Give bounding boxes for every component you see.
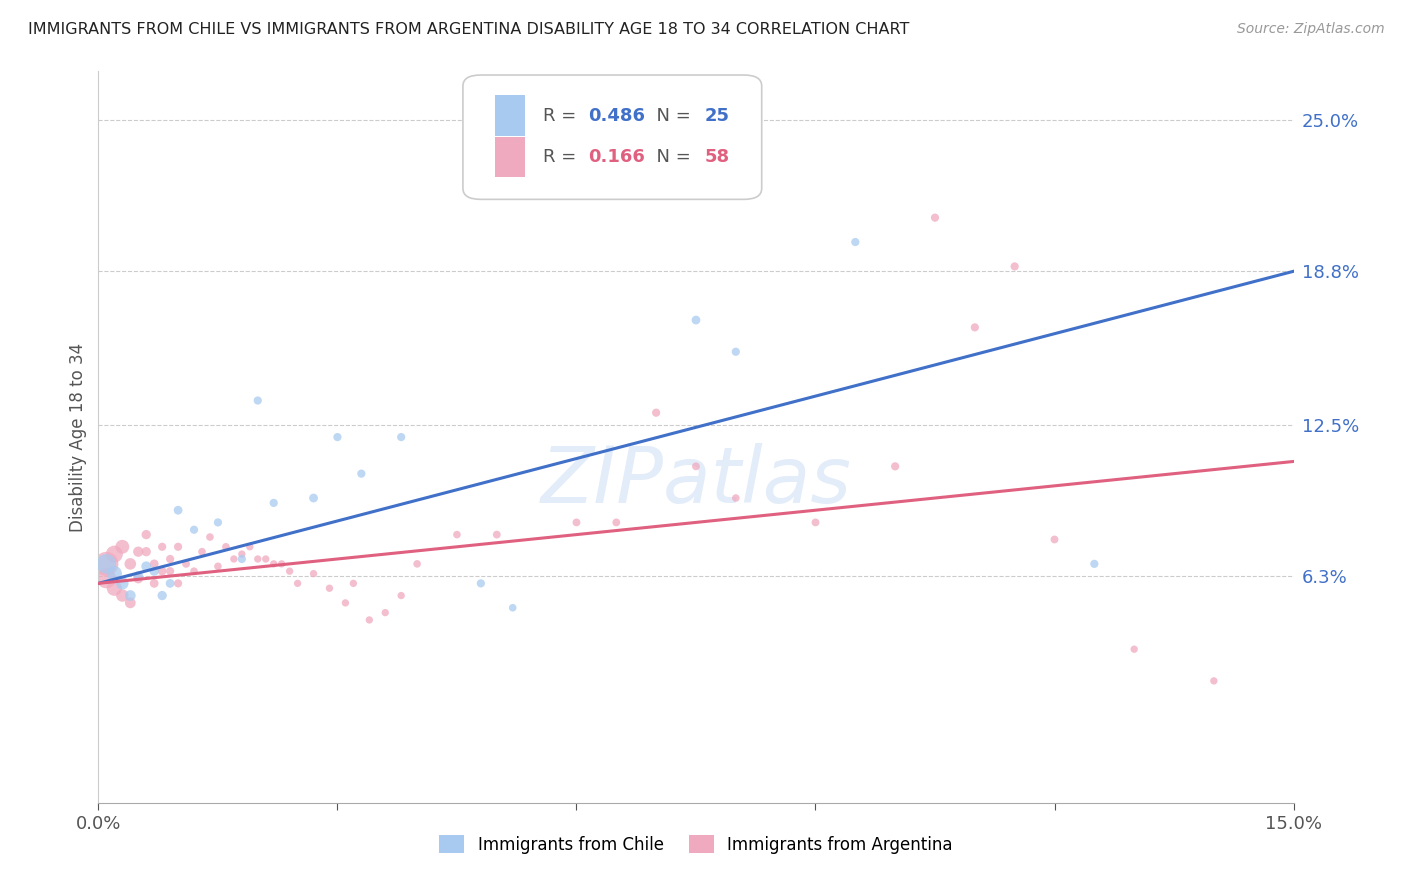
Point [804, 516, 827, 530]
Point [96, 572, 118, 586]
Point [183, 523, 205, 537]
Point [103, 547, 125, 561]
Text: R =: R = [543, 107, 582, 125]
Point [389, 430, 412, 444]
Point [127, 569, 149, 583]
Text: 58: 58 [704, 148, 730, 166]
Text: 0.486: 0.486 [589, 107, 645, 125]
Point [239, 540, 262, 554]
Point [120, 589, 142, 603]
Point [246, 552, 269, 566]
Point [1202, 673, 1225, 688]
Point [191, 544, 214, 558]
Point [263, 557, 285, 571]
Point [143, 557, 166, 571]
Point [96, 557, 118, 571]
Point [502, 600, 524, 615]
Point [724, 344, 747, 359]
Point [159, 552, 181, 566]
Point [724, 491, 747, 505]
Point [231, 552, 253, 566]
Point [302, 566, 325, 581]
Point [963, 320, 986, 334]
Point [645, 406, 668, 420]
Point [174, 557, 197, 571]
Point [143, 576, 166, 591]
Point [278, 564, 301, 578]
Point [844, 235, 866, 249]
Point [150, 540, 173, 554]
Point [605, 516, 627, 530]
Point [207, 516, 229, 530]
Text: IMMIGRANTS FROM CHILE VS IMMIGRANTS FROM ARGENTINA DISABILITY AGE 18 TO 34 CORRE: IMMIGRANTS FROM CHILE VS IMMIGRANTS FROM… [28, 22, 910, 37]
Point [335, 596, 357, 610]
Point [103, 581, 125, 595]
Point [565, 516, 588, 530]
Point [207, 559, 229, 574]
Point [103, 566, 125, 581]
Text: 25: 25 [704, 107, 730, 125]
Point [135, 559, 157, 574]
Point [231, 547, 253, 561]
Point [389, 589, 412, 603]
Point [287, 576, 309, 591]
Point [167, 540, 190, 554]
Point [350, 467, 373, 481]
Point [159, 564, 181, 578]
Text: ZIPatlas: ZIPatlas [540, 443, 852, 519]
Point [198, 530, 221, 544]
Text: N =: N = [644, 148, 696, 166]
Point [685, 459, 707, 474]
Point [374, 606, 396, 620]
Point [485, 527, 508, 541]
Point [167, 503, 190, 517]
Point [167, 576, 190, 591]
Point [150, 589, 173, 603]
Text: R =: R = [543, 148, 582, 166]
Point [135, 527, 157, 541]
Point [1004, 260, 1026, 274]
Point [215, 540, 238, 554]
Point [96, 557, 118, 571]
Point [326, 430, 349, 444]
Point [246, 393, 269, 408]
Point [159, 576, 181, 591]
Point [127, 544, 149, 558]
Point [183, 564, 205, 578]
Point [406, 557, 429, 571]
Point [263, 496, 285, 510]
FancyBboxPatch shape [495, 137, 524, 178]
FancyBboxPatch shape [463, 75, 762, 200]
Point [685, 313, 707, 327]
Y-axis label: Disability Age 18 to 34: Disability Age 18 to 34 [69, 343, 87, 532]
Text: N =: N = [644, 107, 696, 125]
Point [150, 564, 173, 578]
Point [470, 576, 492, 591]
Point [111, 576, 134, 591]
Point [135, 544, 157, 558]
Point [1043, 533, 1066, 547]
Point [359, 613, 381, 627]
Point [111, 589, 134, 603]
FancyBboxPatch shape [495, 95, 524, 136]
Point [222, 552, 245, 566]
Point [446, 527, 468, 541]
Point [302, 491, 325, 505]
Legend: Immigrants from Chile, Immigrants from Argentina: Immigrants from Chile, Immigrants from A… [433, 829, 959, 860]
Point [884, 459, 907, 474]
Point [120, 557, 142, 571]
Point [924, 211, 946, 225]
Point [1083, 557, 1105, 571]
Point [111, 540, 134, 554]
Point [127, 572, 149, 586]
Text: Source: ZipAtlas.com: Source: ZipAtlas.com [1237, 22, 1385, 37]
Point [254, 552, 277, 566]
Point [342, 576, 364, 591]
Point [120, 596, 142, 610]
Text: 0.166: 0.166 [589, 148, 645, 166]
Point [1123, 642, 1146, 657]
Point [270, 557, 292, 571]
Point [318, 581, 340, 595]
Point [143, 564, 166, 578]
